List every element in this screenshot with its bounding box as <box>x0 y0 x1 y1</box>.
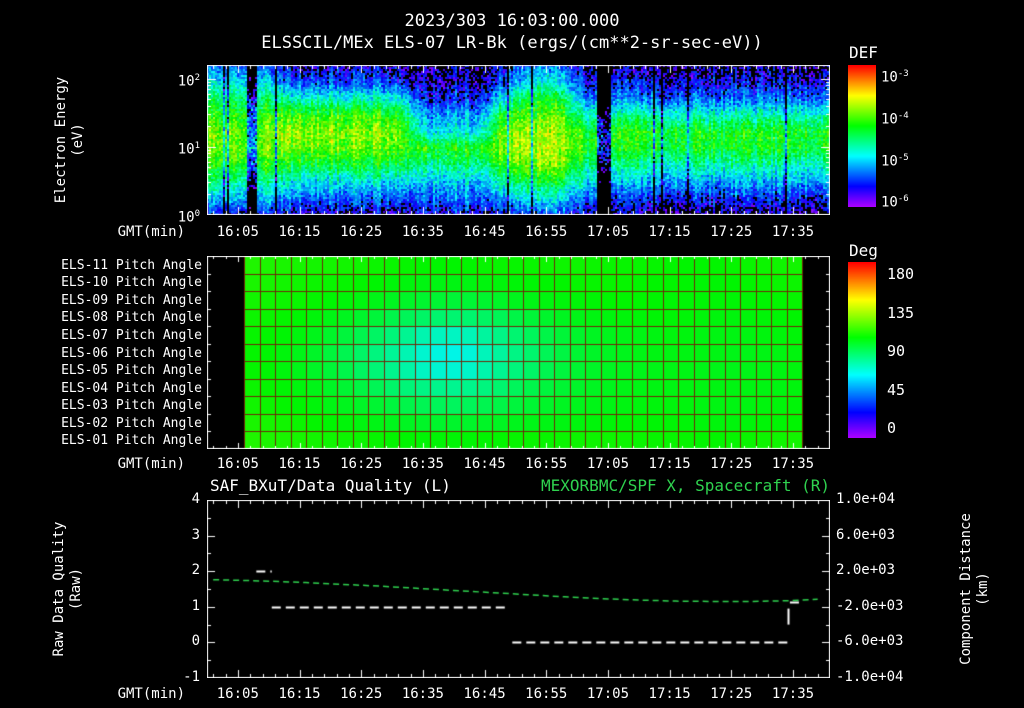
x-tick-label: 17:05 <box>586 224 630 240</box>
energy-axis-label-line2: (eV) <box>70 123 86 157</box>
x-tick-label: 16:35 <box>401 456 444 472</box>
energy-spectrogram-canvas <box>207 65 830 215</box>
pitch-row-label: ELS-01 Pitch Angle <box>61 433 202 449</box>
def-colorbar-tick-label: 10-5 <box>881 152 909 170</box>
quality-axis-label-line2: (Raw) <box>68 567 84 611</box>
pitch-row-label: ELS-05 Pitch Angle <box>61 363 202 379</box>
energy-y-tick-label: 102 <box>177 72 200 90</box>
deg-colorbar <box>848 262 876 438</box>
pitch-row-label: ELS-08 Pitch Angle <box>61 310 202 326</box>
deg-colorbar-title: Deg <box>849 241 878 260</box>
gmt-axis-label-bottom: GMT(min) <box>117 686 185 702</box>
def-colorbar <box>848 65 876 207</box>
x-tick-label: 16:25 <box>340 456 383 472</box>
quality-y-tick-label: 4 <box>191 491 200 507</box>
pitch-row-label: ELS-04 Pitch Angle <box>61 380 202 396</box>
distance-y-tick-label: -2.0e+03 <box>836 597 904 614</box>
deg-colorbar-tick-label: 180 <box>887 265 915 284</box>
distance-axis-label: Component Distance (km) <box>957 439 993 708</box>
quality-y-tick-label: 2 <box>191 562 200 579</box>
x-tick-label: 16:15 <box>278 224 321 240</box>
pitch-row-label: ELS-06 Pitch Angle <box>61 345 202 361</box>
x-tick-label: 17:05 <box>586 456 630 472</box>
x-tick-label: 16:45 <box>463 686 506 702</box>
x-tick-label: 17:15 <box>648 456 691 472</box>
energy-y-tick-label: 100 <box>177 209 200 226</box>
x-tick-label: 16:15 <box>278 686 321 702</box>
x-tick-label: 17:35 <box>771 686 815 702</box>
x-tick-label: 17:15 <box>648 224 691 240</box>
x-tick-label: 16:45 <box>463 456 506 472</box>
x-tick-label: 17:35 <box>771 456 815 472</box>
distance-y-tick-label: 1.0e+04 <box>836 491 896 507</box>
def-colorbar-tick-label: 10-3 <box>881 68 909 86</box>
x-tick-label: 17:05 <box>586 686 630 702</box>
x-tick-label: 16:05 <box>216 686 259 702</box>
pitch-row-label: ELS-03 Pitch Angle <box>61 398 202 414</box>
pitch-row-label: ELS-11 Pitch Angle <box>61 257 202 273</box>
x-tick-label: 17:25 <box>710 456 753 472</box>
deg-colorbar-tick-label: 45 <box>887 380 906 399</box>
plot-datetime-title: 2023/303 16:03:00.000 <box>404 11 620 31</box>
x-tick-label: 17:25 <box>710 686 753 702</box>
energy-y-tick-label: 101 <box>177 140 200 158</box>
deg-colorbar-tick-label: 0 <box>887 419 897 438</box>
pitch-row-label: ELS-02 Pitch Angle <box>61 415 202 431</box>
bottom-left-title: SAF_BXuT/Data Quality (L) <box>210 476 451 495</box>
x-tick-label: 17:15 <box>648 686 691 702</box>
distance-y-tick-label: -1.0e+04 <box>836 669 904 685</box>
distance-axis-label-line2: (km) <box>975 572 991 606</box>
def-colorbar-title: DEF <box>849 43 878 62</box>
x-tick-label: 16:55 <box>525 686 568 702</box>
x-tick-label: 16:25 <box>340 224 383 240</box>
plot-main-title: ELSSCIL/MEx ELS-07 LR-Bk (ergs/(cm**2-sr… <box>261 33 763 53</box>
def-colorbar-tick-label: 10-6 <box>881 193 909 211</box>
x-tick-label: 16:05 <box>216 456 259 472</box>
x-tick-label: 16:05 <box>216 224 259 240</box>
def-colorbar-tick-label: 10-4 <box>881 110 909 128</box>
quality-axis-label-line1: Raw Data Quality <box>51 521 67 657</box>
x-tick-label: 16:45 <box>463 224 506 240</box>
x-tick-label: 16:55 <box>525 456 568 472</box>
x-tick-label: 17:35 <box>771 224 815 240</box>
x-tick-label: 16:55 <box>525 224 568 240</box>
energy-axis-label-line1: Electron Energy <box>53 76 69 204</box>
distance-axis-label-line1: Component Distance <box>958 513 974 665</box>
quality-y-tick-label: 0 <box>191 633 200 650</box>
pitch-row-label: ELS-07 Pitch Angle <box>61 327 202 343</box>
x-tick-label: 16:35 <box>401 686 444 702</box>
gmt-axis-label-middle: GMT(min) <box>117 456 185 472</box>
quality-axis-label: Raw Data Quality (Raw) <box>50 439 86 708</box>
deg-colorbar-tick-label: 135 <box>887 303 915 322</box>
x-tick-label: 17:25 <box>710 224 753 240</box>
distance-y-tick-label: 2.0e+03 <box>836 562 896 579</box>
pitch-angle-panel-canvas <box>207 256 830 449</box>
quality-y-tick-label: 1 <box>191 597 200 614</box>
x-tick-label: 16:15 <box>278 456 321 472</box>
gmt-axis-label-top: GMT(min) <box>117 224 185 240</box>
deg-colorbar-tick-label: 90 <box>887 342 906 361</box>
quality-y-tick-label: 3 <box>191 526 200 543</box>
pitch-row-label: ELS-10 Pitch Angle <box>61 275 202 291</box>
x-tick-label: 16:35 <box>401 224 444 240</box>
distance-y-tick-label: 6.0e+03 <box>836 526 896 543</box>
x-tick-label: 16:25 <box>340 686 383 702</box>
distance-y-tick-label: -6.0e+03 <box>836 633 904 650</box>
quality-y-tick-label: -1 <box>183 669 200 685</box>
pitch-row-label: ELS-09 Pitch Angle <box>61 292 202 308</box>
quality-distance-plot-canvas <box>207 500 830 678</box>
bottom-right-title: MEXORBMC/SPF X, Spacecraft (R) <box>541 476 830 495</box>
energy-axis-label: Electron Energy (eV) <box>52 0 88 290</box>
